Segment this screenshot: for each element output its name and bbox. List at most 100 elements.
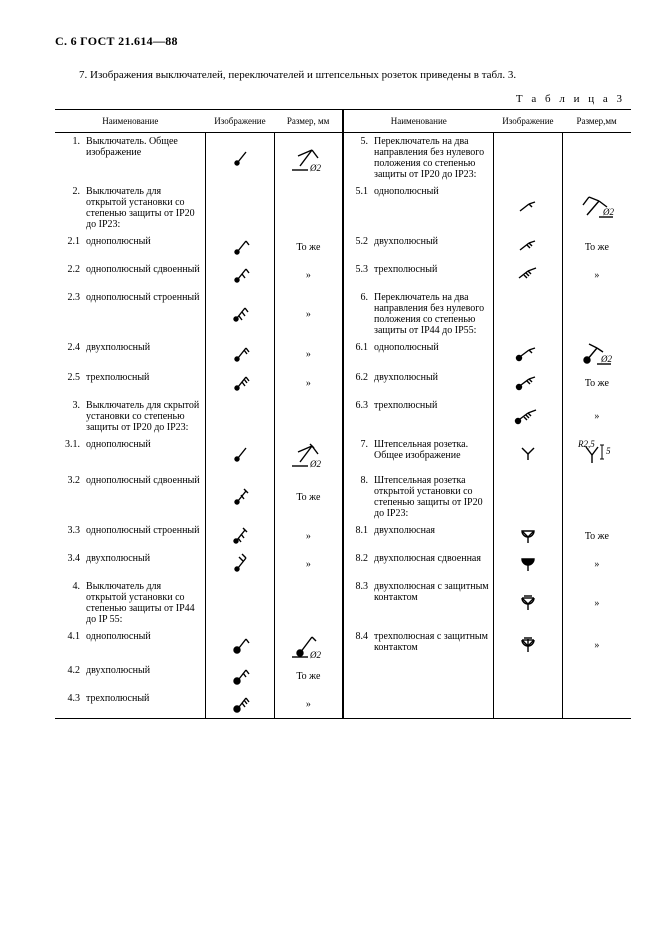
- table-row: 4.1однополюсный Ø2 8.4трехполюсная с защит…: [55, 628, 631, 662]
- row-name: трехполюсный: [84, 369, 206, 397]
- row-name: [372, 662, 494, 690]
- row-num: 3.3: [55, 522, 84, 550]
- row-num: 2.2: [55, 261, 84, 289]
- size-cell: R2,55: [562, 436, 631, 472]
- row-num: [343, 690, 372, 719]
- size-cell: »: [562, 261, 631, 289]
- table-caption: Т а б л и ц а 3: [55, 93, 625, 105]
- symbol-icon: [494, 133, 563, 184]
- row-num: [343, 662, 372, 690]
- table-row: 4.Выключатель для открытой установки со …: [55, 578, 631, 628]
- row-name: трехполюсный: [84, 690, 206, 719]
- row-name: двухполюсный: [372, 369, 494, 397]
- row-name: однополюсный: [372, 183, 494, 233]
- row-num: 5.1: [343, 183, 372, 233]
- size-cell: Ø2: [274, 628, 343, 662]
- row-name: трехполюсный: [372, 261, 494, 289]
- col-name-r: Наименование: [343, 110, 494, 133]
- row-num: 2.5: [55, 369, 84, 397]
- symbol-icon: [206, 662, 275, 690]
- size-cell: »: [274, 261, 343, 289]
- size-cell: »: [562, 628, 631, 662]
- row-name: двухполюсная: [372, 522, 494, 550]
- symbol-icon: [206, 522, 275, 550]
- size-cell: »: [274, 690, 343, 719]
- size-cell: То же: [274, 472, 343, 522]
- row-num: 3.4: [55, 550, 84, 578]
- row-name: Выключатель для открытой установки со ст…: [84, 183, 206, 233]
- row-name: однополюсный сдвоенный: [84, 472, 206, 522]
- table-row: 3.2однополюсный сдвоенныйТо же8.Штепсель…: [55, 472, 631, 522]
- row-num: 4.2: [55, 662, 84, 690]
- symbol-icon: [206, 397, 275, 436]
- table-row: 3.Выключатель для скрытой установки со с…: [55, 397, 631, 436]
- svg-text:Ø2: Ø2: [309, 650, 321, 659]
- row-name: однополюсный: [372, 339, 494, 369]
- row-num: 5.3: [343, 261, 372, 289]
- row-name: однополюсный строенный: [84, 289, 206, 339]
- symbol-icon: [494, 339, 563, 369]
- row-num: 2.4: [55, 339, 84, 369]
- size-cell: [274, 578, 343, 628]
- row-name: Выключатель для открытой установки со ст…: [84, 578, 206, 628]
- size-cell: [562, 289, 631, 339]
- row-name: однополюсный: [84, 628, 206, 662]
- symbol-icon: [206, 550, 275, 578]
- table-row: 4.2двухполюсныйТо же: [55, 662, 631, 690]
- row-name: Штепсельная розетка открытой установки с…: [372, 472, 494, 522]
- row-num: 5.2: [343, 233, 372, 261]
- row-num: 3.2: [55, 472, 84, 522]
- size-cell: То же: [274, 662, 343, 690]
- table-row: 3.4двухполюсный»8.2двухполюсная сдвоенна…: [55, 550, 631, 578]
- row-num: 8.3: [343, 578, 372, 628]
- symbol-icon: [206, 233, 275, 261]
- size-cell: [274, 397, 343, 436]
- size-cell: [274, 183, 343, 233]
- row-name: трехполюсный: [372, 397, 494, 436]
- row-num: 4.: [55, 578, 84, 628]
- size-cell: Ø2: [274, 436, 343, 472]
- svg-text:Ø2: Ø2: [600, 354, 612, 364]
- row-num: 5.: [343, 133, 372, 184]
- row-name: однополюсный: [84, 436, 206, 472]
- symbols-table: Наименование Изображение Размер, мм Наим…: [55, 109, 631, 719]
- row-name: однополюсный строенный: [84, 522, 206, 550]
- row-num: 1.: [55, 133, 84, 184]
- row-num: 2.3: [55, 289, 84, 339]
- symbol-icon: [494, 436, 563, 472]
- symbol-icon: [494, 550, 563, 578]
- row-name: Выключатель для скрытой установки со сте…: [84, 397, 206, 436]
- col-name-l: Наименование: [55, 110, 206, 133]
- col-image-l: Изображение: [206, 110, 275, 133]
- row-num: 4.1: [55, 628, 84, 662]
- row-num: 2.1: [55, 233, 84, 261]
- symbol-icon: [494, 369, 563, 397]
- svg-text:Ø2: Ø2: [309, 459, 321, 468]
- svg-text:Ø2: Ø2: [602, 207, 614, 217]
- table-row: 3.3однополюсный строенный »8.1двухполюсна…: [55, 522, 631, 550]
- row-name: Выключатель. Общее изображение: [84, 133, 206, 184]
- symbol-icon: [206, 690, 275, 719]
- svg-text:Ø2: Ø2: [309, 163, 321, 172]
- symbol-icon: [494, 662, 563, 690]
- size-cell: »: [562, 578, 631, 628]
- row-num: 3.: [55, 397, 84, 436]
- col-size-l: Размер, мм: [274, 110, 343, 133]
- row-name: двухполюсная с защитным контактом: [372, 578, 494, 628]
- symbol-icon: [494, 233, 563, 261]
- table-row: 2.2однополюсный сдвоенный»5.3трехполюсны…: [55, 261, 631, 289]
- table-row: 2.Выключатель для открытой установки со …: [55, 183, 631, 233]
- col-size-r: Размер,мм: [562, 110, 631, 133]
- row-num: 8.1: [343, 522, 372, 550]
- table-row: 4.3трехполюсный»: [55, 690, 631, 719]
- size-cell: [562, 662, 631, 690]
- size-cell: То же: [562, 233, 631, 261]
- size-cell: »: [274, 522, 343, 550]
- row-name: трехполюсная с защитным контактом: [372, 628, 494, 662]
- size-cell: [562, 690, 631, 719]
- row-num: 2.: [55, 183, 84, 233]
- symbol-icon: [206, 578, 275, 628]
- symbol-icon: [206, 339, 275, 369]
- size-cell: »: [274, 289, 343, 339]
- row-num: 8.4: [343, 628, 372, 662]
